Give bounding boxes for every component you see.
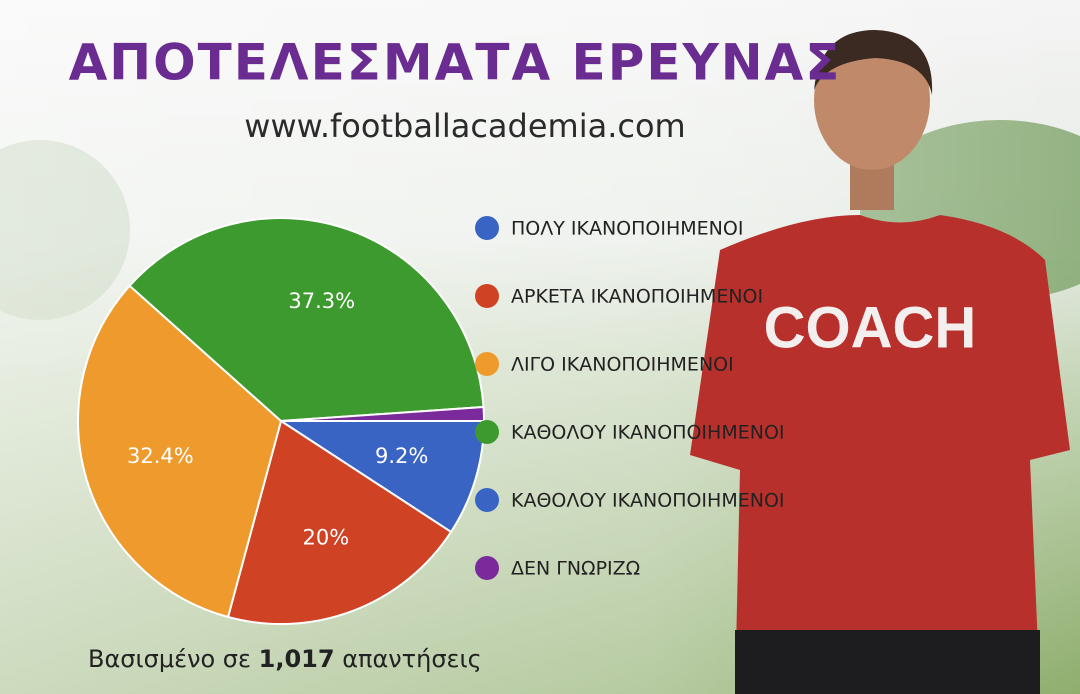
- footnote: Βασισμένο σε 1,017 απαντήσεις: [88, 645, 482, 673]
- legend-marker: [475, 216, 499, 240]
- legend-marker: [475, 284, 499, 308]
- legend-marker: [475, 352, 499, 376]
- legend-label: ΑΡΚΕΤΑ ΙΚΑΝΟΠΟΙΗΜΕΝΟΙ: [511, 286, 763, 308]
- slice-label: 9.2%: [375, 444, 428, 468]
- pie: 9.2% 20% 32.4% 37.3%: [77, 217, 486, 625]
- slice-label: 32.4%: [127, 444, 194, 468]
- legend-marker: [475, 488, 499, 512]
- legend-marker: [475, 420, 499, 444]
- shirt-text: COACH: [764, 295, 977, 360]
- slice-label: 37.3%: [288, 289, 355, 313]
- legend-label: ΠΟΛΥ ΙΚΑΝΟΠΟΙΗΜΕΝΟΙ: [511, 218, 743, 240]
- coach-figure: COACH: [690, 30, 1070, 694]
- legend-label: ΚΑΘΟΛΟΥ ΙΚΑΝΟΠΟΙΗΜΕΝΟΙ: [511, 422, 785, 444]
- footnote-count: 1,017: [259, 645, 335, 673]
- footnote-suffix: απαντήσεις: [342, 645, 482, 673]
- legend-label: ΚΑΘΟΛΟΥ ΙΚΑΝΟΠΟΙΗΜΕΝΟΙ: [511, 490, 785, 512]
- footnote-prefix: Βασισμένο σε: [88, 645, 251, 673]
- legend-label: ΔΕΝ ΓΝΩΡΙΖΩ: [511, 558, 640, 580]
- chart-subtitle: www.footballacademia.com: [244, 107, 685, 145]
- pie-slice: [226, 419, 453, 625]
- pie-slice: [128, 217, 485, 423]
- legend-marker: [475, 556, 499, 580]
- pie-slice: [77, 284, 283, 619]
- legend-label: ΛΙΓΟ ΙΚΑΝΟΠΟΙΗΜΕΝΟΙ: [511, 354, 734, 376]
- chart-title: ΑΠΟΤΕΛΕΣΜΑΤΑ ΕΡΕΥΝΑΣ: [69, 34, 842, 92]
- slice-label: 20%: [303, 526, 350, 550]
- legend: ΠΟΛΥ ΙΚΑΝΟΠΟΙΗΜΕΝΟΙ ΑΡΚΕΤΑ ΙΚΑΝΟΠΟΙΗΜΕΝΟΙ…: [475, 216, 785, 580]
